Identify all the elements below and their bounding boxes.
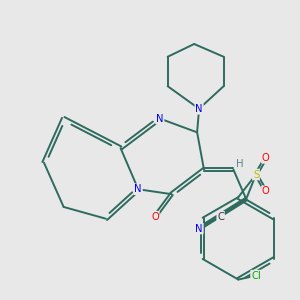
Text: H: H <box>236 159 244 169</box>
Text: N: N <box>195 224 203 233</box>
Text: O: O <box>262 186 270 196</box>
Text: N: N <box>134 184 142 194</box>
Text: S: S <box>253 169 259 179</box>
Text: N: N <box>195 104 203 114</box>
Text: Cl: Cl <box>251 271 261 281</box>
Text: O: O <box>262 153 270 163</box>
Text: C: C <box>217 212 224 222</box>
Text: O: O <box>151 212 159 222</box>
Text: N: N <box>156 114 164 124</box>
